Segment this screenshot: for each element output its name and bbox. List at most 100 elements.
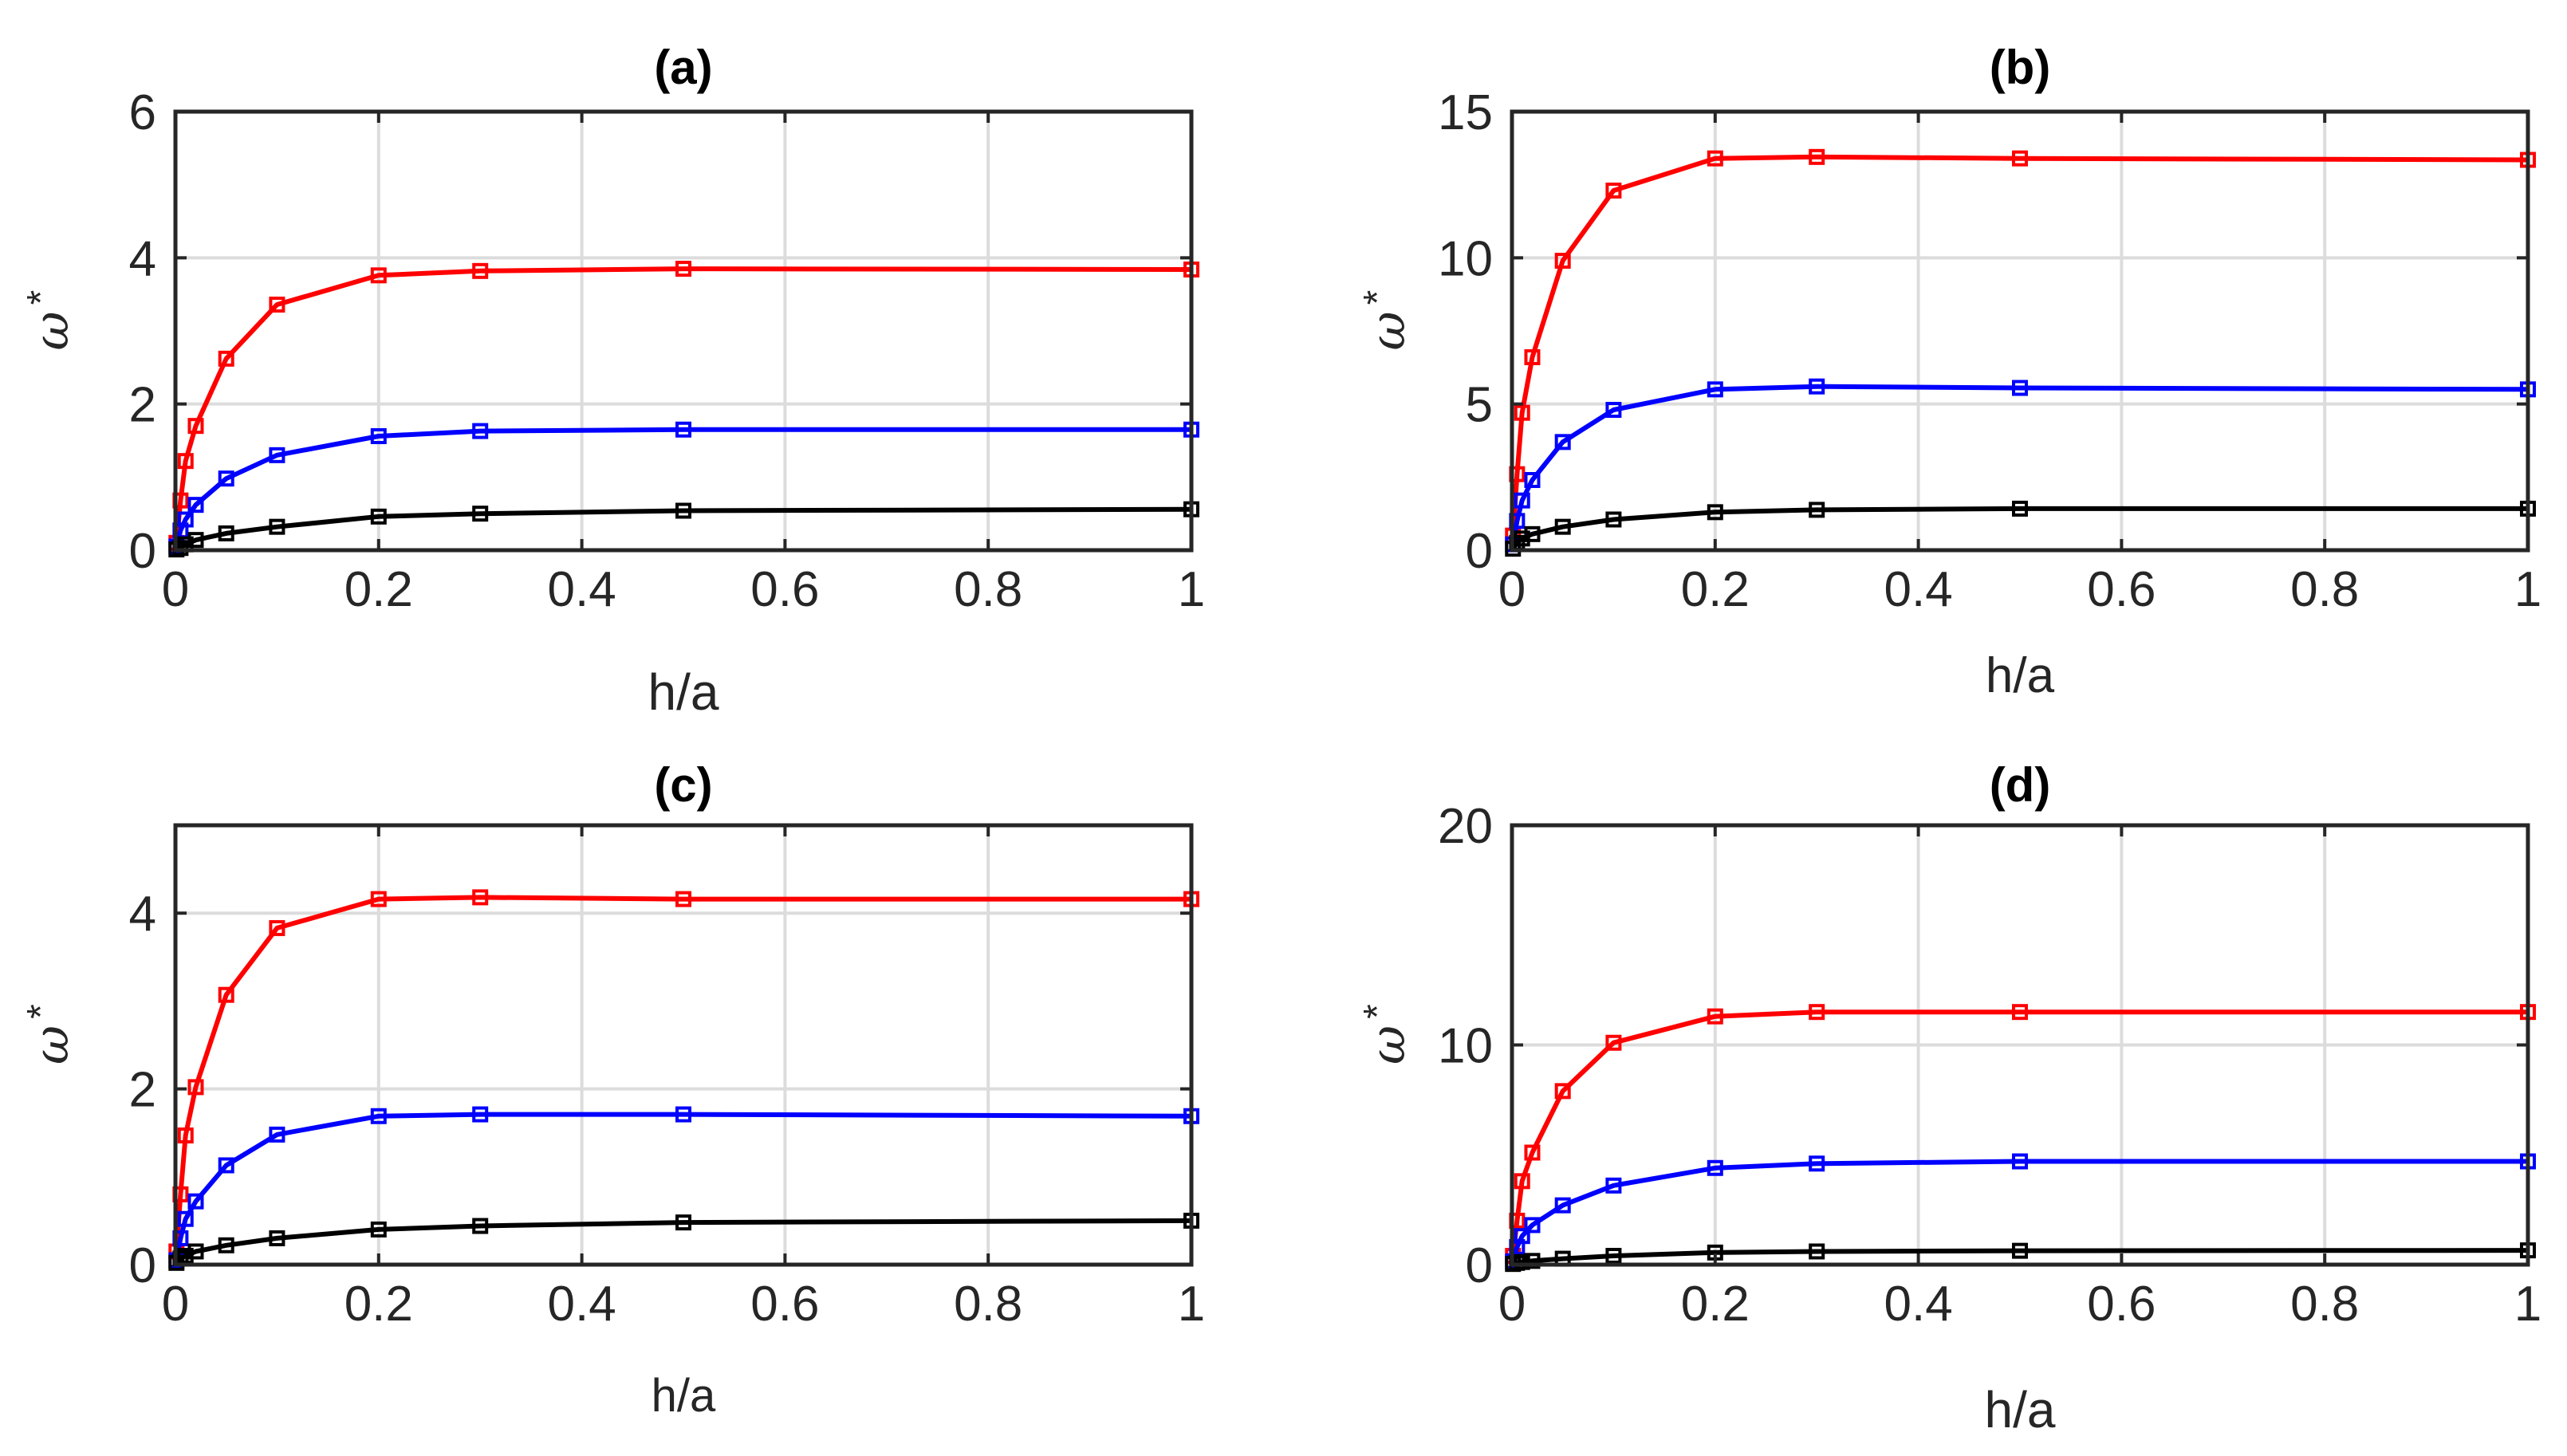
chart-a-series-red-point-8 [675, 261, 691, 277]
chart-a-xtick-label-4: 0.8 [954, 562, 1022, 617]
chart-b-series-black-point-5 [1605, 511, 1622, 528]
chart-c-series-blue-point-6 [370, 1108, 387, 1124]
chart-d-ylabel: ω* [1356, 1004, 1416, 1064]
chart-c-series-blue-point-8 [675, 1106, 691, 1123]
chart-b-ylabel-superscript: * [1356, 290, 1399, 305]
chart-a-series-red-line [174, 266, 1192, 544]
chart-b-xtick-label-0: 0 [1498, 562, 1526, 617]
chart-c-xlabel: h/a [652, 1370, 716, 1422]
chart-c-xtick-label-3: 0.6 [750, 1277, 819, 1332]
chart-a-xtick-label-5: 1 [1178, 562, 1205, 617]
chart-d-series-blue-point-7 [1809, 1155, 1825, 1172]
chart-a-series-red-point-2 [177, 453, 194, 470]
chart-b-ylabel-symbol: ω [1360, 312, 1416, 351]
chart-c-series-red-line [174, 895, 1191, 1252]
chart-a-series-blue-point-5 [269, 447, 285, 463]
chart-a-series-red-point-4 [218, 350, 234, 367]
chart-d-xtick-label-5: 1 [2514, 1277, 2541, 1332]
chart-c-series-blue-point-7 [472, 1106, 489, 1123]
chart-c-series-black-point-6 [370, 1221, 387, 1238]
chart-b-xtick-label-4: 0.8 [2290, 562, 2359, 617]
chart-a-axes-frame [173, 109, 1194, 553]
chart-b-series-blue-line [1510, 384, 2529, 545]
chart-a-ytick-label-3: 6 [129, 85, 156, 140]
chart-c-series-red-point-7 [472, 889, 489, 906]
chart-b-xtick-label-3: 0.6 [2087, 562, 2156, 617]
chart-c-series-black-point-2 [177, 1247, 194, 1264]
chart-a-series-red-point-5 [269, 297, 285, 313]
chart-b-series-black-point-8 [2012, 500, 2028, 517]
chart-d-series-black-point-3 [1524, 1253, 1541, 1269]
chart-b-xlabel: h/a [1986, 648, 2055, 703]
chart-b-series-red-point-5 [1605, 183, 1622, 199]
chart-b-series-red-point-2 [1514, 404, 1530, 421]
chart-c-series-blue-line [174, 1112, 1192, 1261]
chart-c-axes-frame [173, 823, 1194, 1267]
chart-b-ytick-label-1: 5 [1466, 378, 1493, 433]
chart-c-title: (c) [654, 758, 712, 812]
chart-d-series-red-point-7 [1809, 1004, 1825, 1021]
chart-d-ylabel-superscript: * [1356, 1004, 1399, 1019]
chart-d-ytick-label-1: 10 [1438, 1019, 1493, 1074]
chart-c-series-black-point-3 [187, 1243, 204, 1260]
chart-d-series-red-line [1510, 1009, 2528, 1257]
chart-a-series-blue-point-4 [218, 470, 234, 487]
chart-c-series-red-point-6 [370, 891, 387, 907]
chart-c-ytick-label-0: 0 [129, 1238, 156, 1293]
chart-c-series-blue-point-4 [218, 1157, 234, 1174]
chart-d-xtick-label-4: 0.8 [2290, 1277, 2359, 1332]
chart-b-ytick-label-0: 0 [1466, 524, 1493, 579]
chart-b-series-red-point-7 [1809, 148, 1825, 165]
chart-d-series-black-point-7 [1809, 1243, 1825, 1260]
chart-a-series-blue-point-7 [472, 423, 489, 439]
chart-b-xtick-label-2: 0.4 [1884, 562, 1952, 617]
chart-b-series-blue-point-4 [1554, 434, 1571, 451]
chart-a-series-red-point-7 [472, 262, 489, 279]
chart-b-axes-frame [1510, 109, 2530, 553]
chart-c-series-red-point-8 [675, 891, 691, 907]
chart-b-series-red-point-3 [1524, 349, 1541, 365]
chart-a-ylabel-superscript: * [20, 290, 62, 305]
chart-b-series-blue-point-6 [1707, 381, 1723, 398]
chart-c-xtick-label-4: 0.8 [954, 1277, 1022, 1332]
chart-c-xtick-label-5: 1 [1178, 1277, 1205, 1332]
chart-b-series-black-line [1510, 506, 2528, 550]
chart-c-ylabel-superscript: * [20, 1004, 62, 1019]
chart-d-series-black-point-5 [1605, 1247, 1622, 1264]
chart-a-series-black-point-7 [472, 506, 489, 522]
chart-c-ytick-label-1: 2 [129, 1063, 156, 1118]
chart-b-plot-area [1512, 112, 2528, 550]
chart-a-ytick-label-2: 4 [129, 231, 156, 286]
chart-a-series-black-point-5 [269, 518, 285, 535]
chart-b-series-red-point-4 [1554, 253, 1571, 269]
chart-a-xtick-label-3: 0.6 [750, 562, 819, 617]
chart-b-series-blue-point-7 [1809, 378, 1825, 395]
chart-c-series-blue-point-5 [269, 1126, 285, 1143]
chart-a-series-blue-point-8 [675, 421, 691, 438]
chart-b-series-black-point-4 [1554, 518, 1571, 535]
chart-a-title: (a) [654, 41, 712, 94]
chart-d-series-red-point-8 [2012, 1004, 2028, 1021]
chart-d-series-red-point-6 [1707, 1008, 1723, 1025]
chart-c-ytick-label-2: 4 [129, 887, 156, 942]
chart-d-series-blue-point-8 [2012, 1153, 2028, 1170]
chart-d-xtick-label-1: 0.2 [1681, 1277, 1750, 1332]
chart-a-xlabel: h/a [648, 663, 719, 721]
chart-b-ylabel: ω* [1356, 290, 1416, 351]
chart-c-xtick-label-1: 0.2 [344, 1277, 413, 1332]
chart-b-xtick-label-1: 0.2 [1681, 562, 1750, 617]
chart-d-series-red-point-2 [1514, 1173, 1530, 1190]
chart-c-series-red-point-4 [218, 986, 234, 1003]
chart-c-series-red-point-3 [187, 1079, 204, 1096]
chart-d-xtick-label-2: 0.4 [1884, 1277, 1952, 1332]
chart-b-series-blue-point-5 [1605, 402, 1622, 418]
chart-d-series-blue-point-6 [1707, 1159, 1723, 1176]
chart-a-series-blue-point-3 [187, 497, 204, 514]
chart-d-series-blue-point-2 [1514, 1228, 1530, 1245]
chart-c-series-red-point-5 [269, 919, 285, 936]
chart-a-series-black-point-4 [218, 525, 234, 541]
